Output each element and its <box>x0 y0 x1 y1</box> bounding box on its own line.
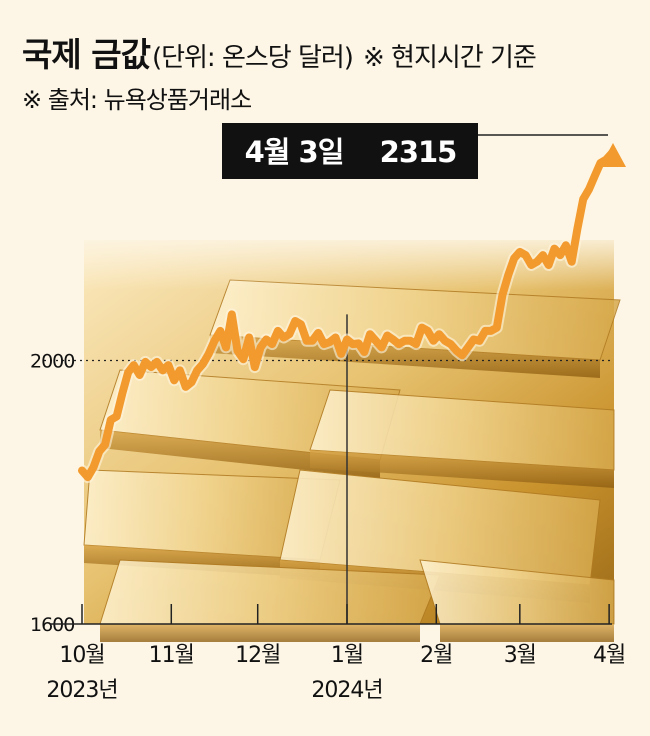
chart-title: 국제 금값 <box>22 35 150 74</box>
x-tick-label: 1월 <box>331 643 363 668</box>
x-year-label: 2023년 <box>46 678 117 703</box>
callout-value: 2315 <box>380 135 457 169</box>
gold-bar-side-6 <box>100 624 420 642</box>
x-year-label: 2024년 <box>311 678 382 703</box>
gold-bar-side-7 <box>440 624 614 642</box>
callout-date: 4월 3일 <box>245 135 344 169</box>
y-tick-label: 1600 <box>30 614 74 636</box>
x-tick-label: 4월 <box>593 643 625 668</box>
gold-bars-background <box>84 230 620 642</box>
y-tick-label: 2000 <box>30 351 74 373</box>
x-tick-label: 12월 <box>235 643 280 668</box>
x-tick-label: 2월 <box>420 643 452 668</box>
time-note: ※ 현지시간 기준 <box>363 43 536 73</box>
callout: 4월 3일 2315 <box>222 123 608 179</box>
source-label: ※ 출처: 뉴욕상품거래소 <box>22 80 251 115</box>
title-row: 국제 금값(단위: 온스당 달러) ※ 현지시간 기준 <box>22 28 536 76</box>
x-tick-label: 10월 <box>59 643 104 668</box>
x-tick-label: 3월 <box>504 643 536 668</box>
unit-label: (단위: 온스당 달러) <box>152 43 353 73</box>
x-tick-label: 11월 <box>149 643 194 668</box>
